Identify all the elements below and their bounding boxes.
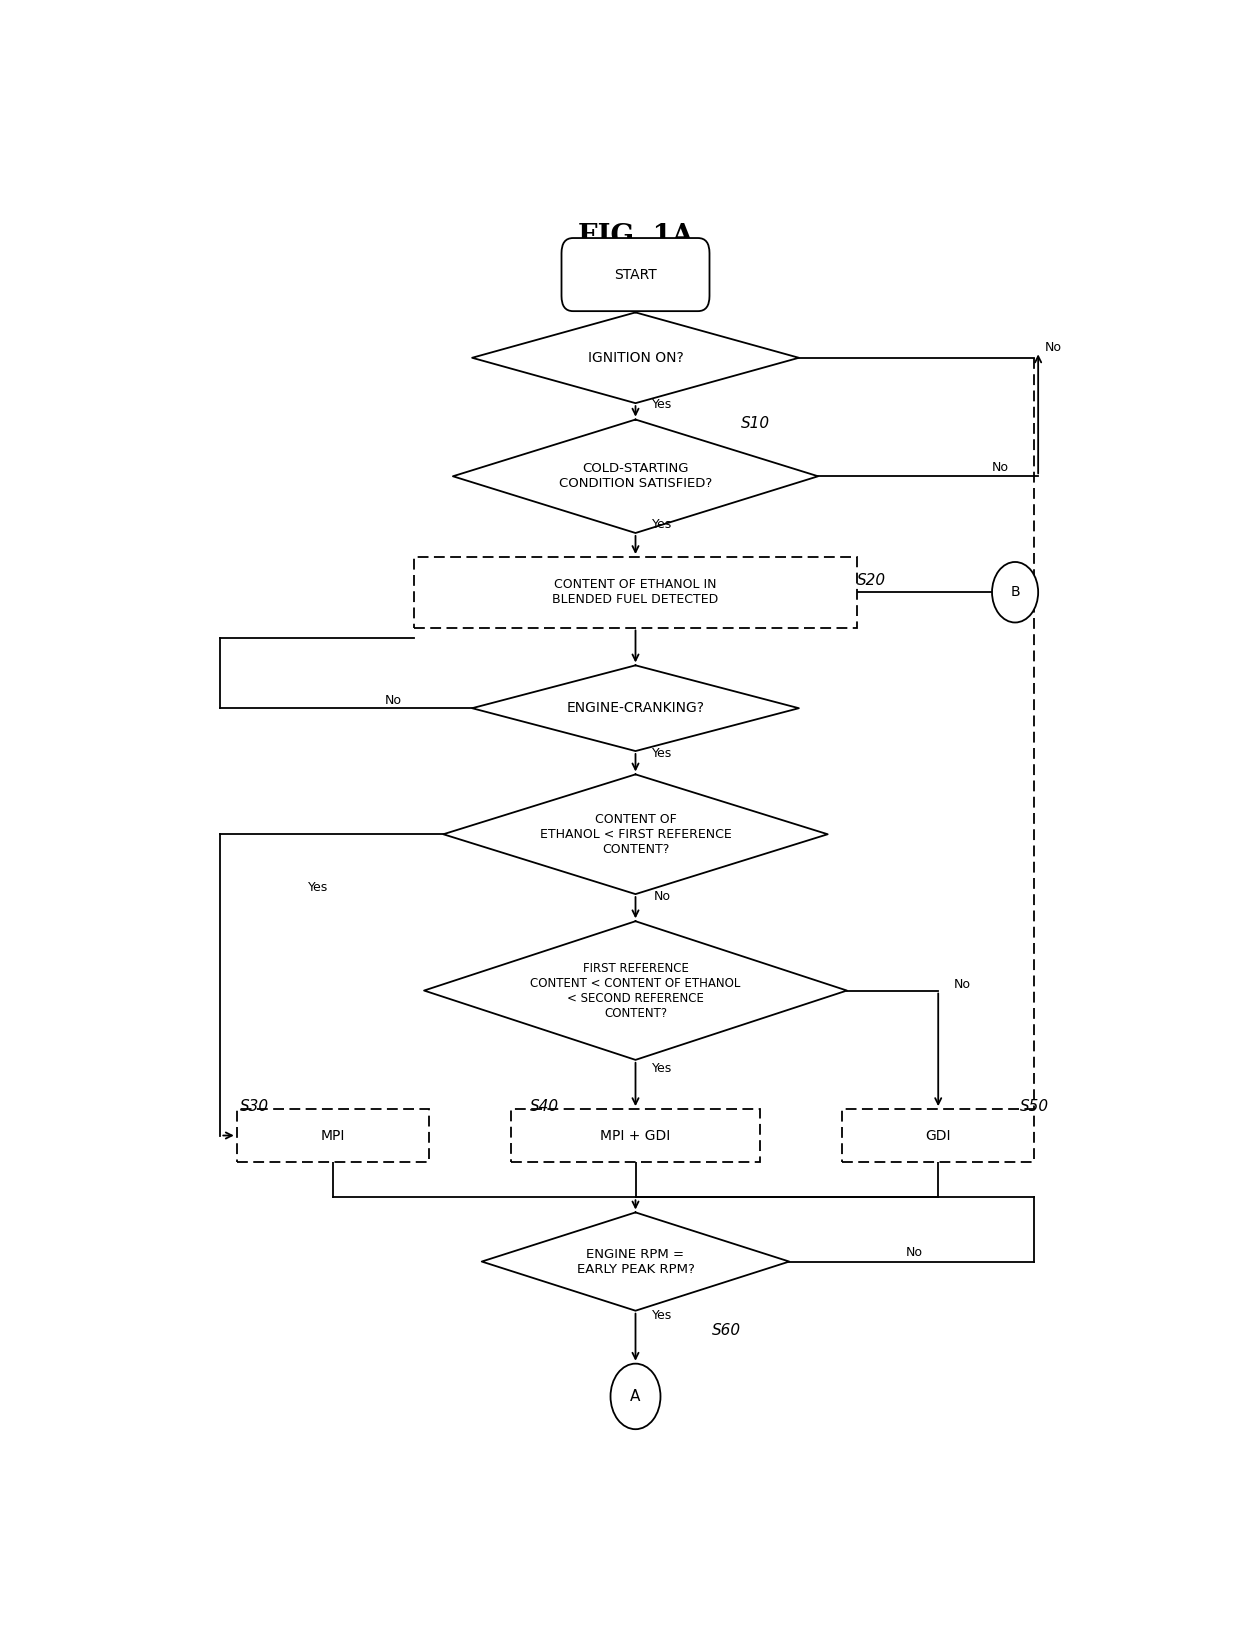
Text: Yes: Yes xyxy=(652,398,672,411)
Text: S40: S40 xyxy=(529,1098,559,1115)
Text: No: No xyxy=(992,462,1009,475)
Text: FIRST REFERENCE
CONTENT < CONTENT OF ETHANOL
< SECOND REFERENCE
CONTENT?: FIRST REFERENCE CONTENT < CONTENT OF ETH… xyxy=(531,961,740,1020)
Text: Yes: Yes xyxy=(652,1062,672,1076)
Text: Yes: Yes xyxy=(652,746,672,760)
Text: B: B xyxy=(1011,586,1021,599)
Text: A: A xyxy=(630,1388,641,1405)
Text: FIG. 1A: FIG. 1A xyxy=(578,223,693,250)
Text: Yes: Yes xyxy=(309,881,329,894)
Bar xyxy=(842,1108,1034,1162)
Circle shape xyxy=(610,1364,661,1429)
Text: ENGINE RPM =
EARLY PEAK RPM?: ENGINE RPM = EARLY PEAK RPM? xyxy=(577,1247,694,1275)
Text: S50: S50 xyxy=(1019,1098,1049,1115)
Bar xyxy=(414,557,857,627)
Text: CONTENT OF ETHANOL IN
BLENDED FUEL DETECTED: CONTENT OF ETHANOL IN BLENDED FUEL DETEC… xyxy=(552,578,719,606)
Text: COLD-STARTING
CONDITION SATISFIED?: COLD-STARTING CONDITION SATISFIED? xyxy=(559,462,712,489)
Text: S30: S30 xyxy=(239,1098,269,1115)
Bar xyxy=(237,1108,429,1162)
Bar xyxy=(511,1108,760,1162)
Text: S10: S10 xyxy=(742,416,770,431)
FancyBboxPatch shape xyxy=(562,237,709,311)
Text: Yes: Yes xyxy=(652,517,672,530)
Text: IGNITION ON?: IGNITION ON? xyxy=(588,350,683,365)
Text: S60: S60 xyxy=(712,1323,742,1339)
Text: No: No xyxy=(954,977,971,990)
Text: CONTENT OF
ETHANOL < FIRST REFERENCE
CONTENT?: CONTENT OF ETHANOL < FIRST REFERENCE CON… xyxy=(539,812,732,856)
Text: MPI + GDI: MPI + GDI xyxy=(600,1128,671,1143)
Text: No: No xyxy=(905,1246,923,1259)
Text: S20: S20 xyxy=(857,573,885,588)
Text: START: START xyxy=(614,267,657,282)
Text: No: No xyxy=(384,694,402,707)
Text: No: No xyxy=(653,889,671,902)
Text: Yes: Yes xyxy=(652,1310,672,1323)
Text: No: No xyxy=(1045,340,1061,354)
Circle shape xyxy=(992,561,1038,622)
Text: GDI: GDI xyxy=(925,1128,951,1143)
Text: ENGINE-CRANKING?: ENGINE-CRANKING? xyxy=(567,701,704,715)
Text: MPI: MPI xyxy=(321,1128,345,1143)
